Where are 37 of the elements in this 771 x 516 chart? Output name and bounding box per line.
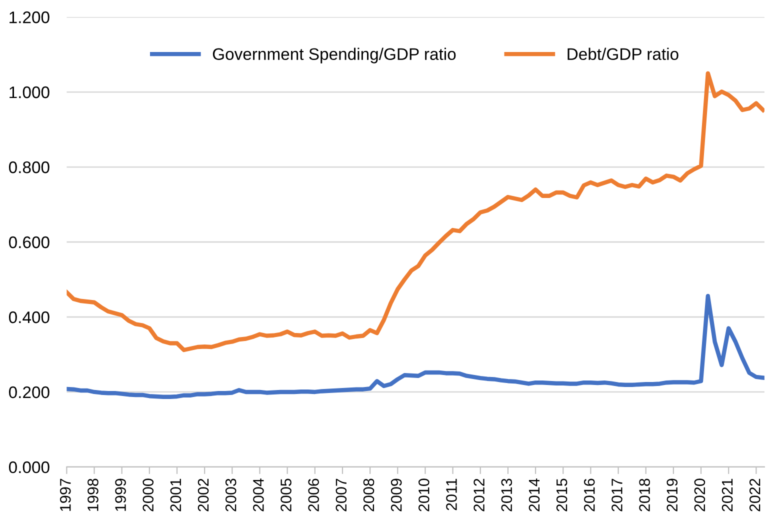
x-tick-label: 2003 [225,478,236,512]
x-tick-label: 2016 [584,478,595,512]
x-tick-label: 2020 [694,478,706,512]
x-tick-label: 2021 [722,478,733,512]
x-tick-label: 2007 [336,478,347,512]
x-tick-label: 2011 [446,478,457,510]
y-tick-label: 1.000 [10,86,50,98]
x-tick-label: 2019 [666,478,678,512]
x-tick-label: 2014 [528,478,540,512]
legend-label: Government Spending/GDP ratio [212,48,456,64]
y-tick-label: 1.200 [10,11,50,24]
x-tick-label: 1999 [115,478,126,511]
x-tick-label: 2015 [556,478,568,512]
y-tick-label: 0.000 [8,461,50,474]
x-tick-label: 2012 [474,478,484,512]
line-series [66,294,764,399]
x-tick-label: 2006 [308,478,320,512]
y-tick-label: 0.200 [8,386,50,398]
x-tick-label: 2013 [501,478,512,512]
line-series [66,71,764,352]
x-tick-label: 2008 [363,478,374,512]
x-tick-label: 2010 [418,478,430,512]
y-tick-label: 0.800 [8,161,50,174]
x-tick-label: 2004 [253,478,264,512]
x-tick-label: 2017 [612,478,622,512]
x-tick-label: 1998 [88,478,98,511]
x-tick-label: 2018 [639,478,650,512]
x-tick-label: 2001 [170,478,182,512]
y-tick-label: 0.600 [8,236,50,248]
x-tick-label: 2022 [749,478,760,512]
legend-label: Debt/GDP ratio [568,48,678,60]
x-tick-label: 2005 [280,478,292,512]
x-tick-label: 1997 [60,478,71,511]
x-tick-label: 2009 [390,478,402,512]
y-tick-label: 0.400 [8,311,50,324]
x-tick-label: 2002 [198,478,209,512]
x-tick-label: 2000 [142,478,154,512]
